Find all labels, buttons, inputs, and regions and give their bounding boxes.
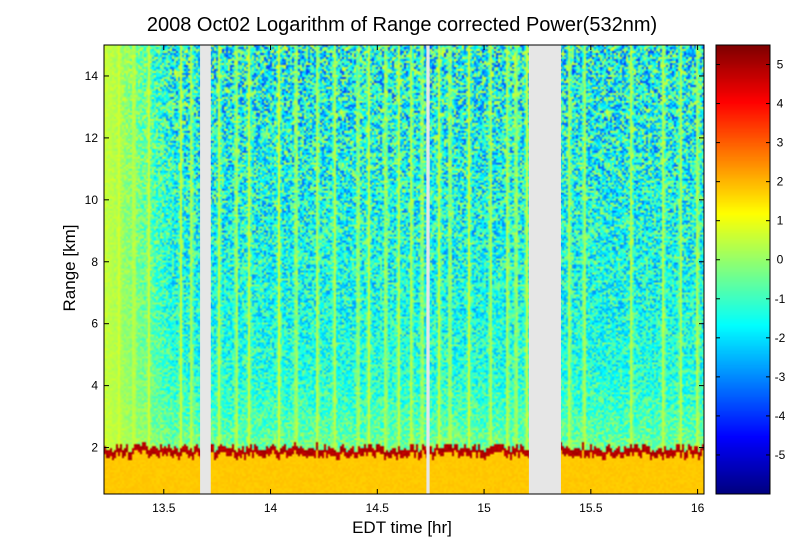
x-tick-label: 13.5 — [152, 501, 176, 515]
colorbar-tick-label: 4 — [777, 97, 784, 111]
y-tick-label: 6 — [91, 317, 98, 331]
x-tick-label: 16 — [691, 501, 705, 515]
y-tick-label: 4 — [91, 379, 98, 393]
x-tick-label: 14 — [264, 501, 278, 515]
colorbar-tick-label: -4 — [775, 409, 786, 423]
y-tick-label: 2 — [91, 441, 98, 455]
plot-frame — [103, 44, 705, 495]
heatmap-image — [104, 45, 704, 494]
colorbar-frame — [715, 44, 771, 495]
y-tick-label: 10 — [85, 193, 99, 207]
data-gap — [200, 45, 211, 494]
data-gap — [528, 45, 561, 494]
y-tick-label: 12 — [85, 131, 99, 145]
colorbar-gradient — [716, 45, 770, 494]
data-gaps — [200, 45, 561, 494]
colorbar-tick-label: 3 — [777, 136, 784, 150]
y-axis-label: Range [km] — [60, 225, 79, 312]
colorbar-tick-label: -3 — [775, 370, 786, 384]
plot-area: 13.5 14 14.5 15 15.5 16 2 4 6 8 10 12 14 — [85, 44, 705, 515]
colorbar-tick-label: 2 — [777, 175, 784, 189]
colorbar-tick-label: -5 — [775, 448, 786, 462]
colorbar-ticks: 5 4 3 2 1 0 -1 -2 -3 -4 -5 — [716, 58, 786, 462]
x-tick-label: 15 — [477, 501, 491, 515]
colorbar-tick-label: 1 — [777, 214, 784, 228]
colorbar-tick-label: 5 — [777, 58, 784, 72]
y-tick-label: 14 — [85, 69, 99, 83]
x-tick-label: 15.5 — [579, 501, 603, 515]
x-tick-label: 14.5 — [366, 501, 390, 515]
x-axis-ticks: 13.5 14 14.5 15 15.5 16 — [152, 45, 705, 515]
chart-title: 2008 Oct02 Logarithm of Range corrected … — [147, 14, 657, 36]
colorbar: 5 4 3 2 1 0 -1 -2 -3 -4 -5 — [715, 44, 786, 495]
x-axis-label: EDT time [hr] — [352, 518, 452, 537]
colorbar-tick-label: 0 — [777, 253, 784, 267]
colorbar-tick-label: -1 — [775, 292, 786, 306]
data-gap — [426, 45, 430, 494]
y-axis-ticks: 2 4 6 8 10 12 14 — [85, 69, 704, 455]
y-tick-label: 8 — [91, 255, 98, 269]
colorbar-tick-label: -2 — [775, 331, 786, 345]
